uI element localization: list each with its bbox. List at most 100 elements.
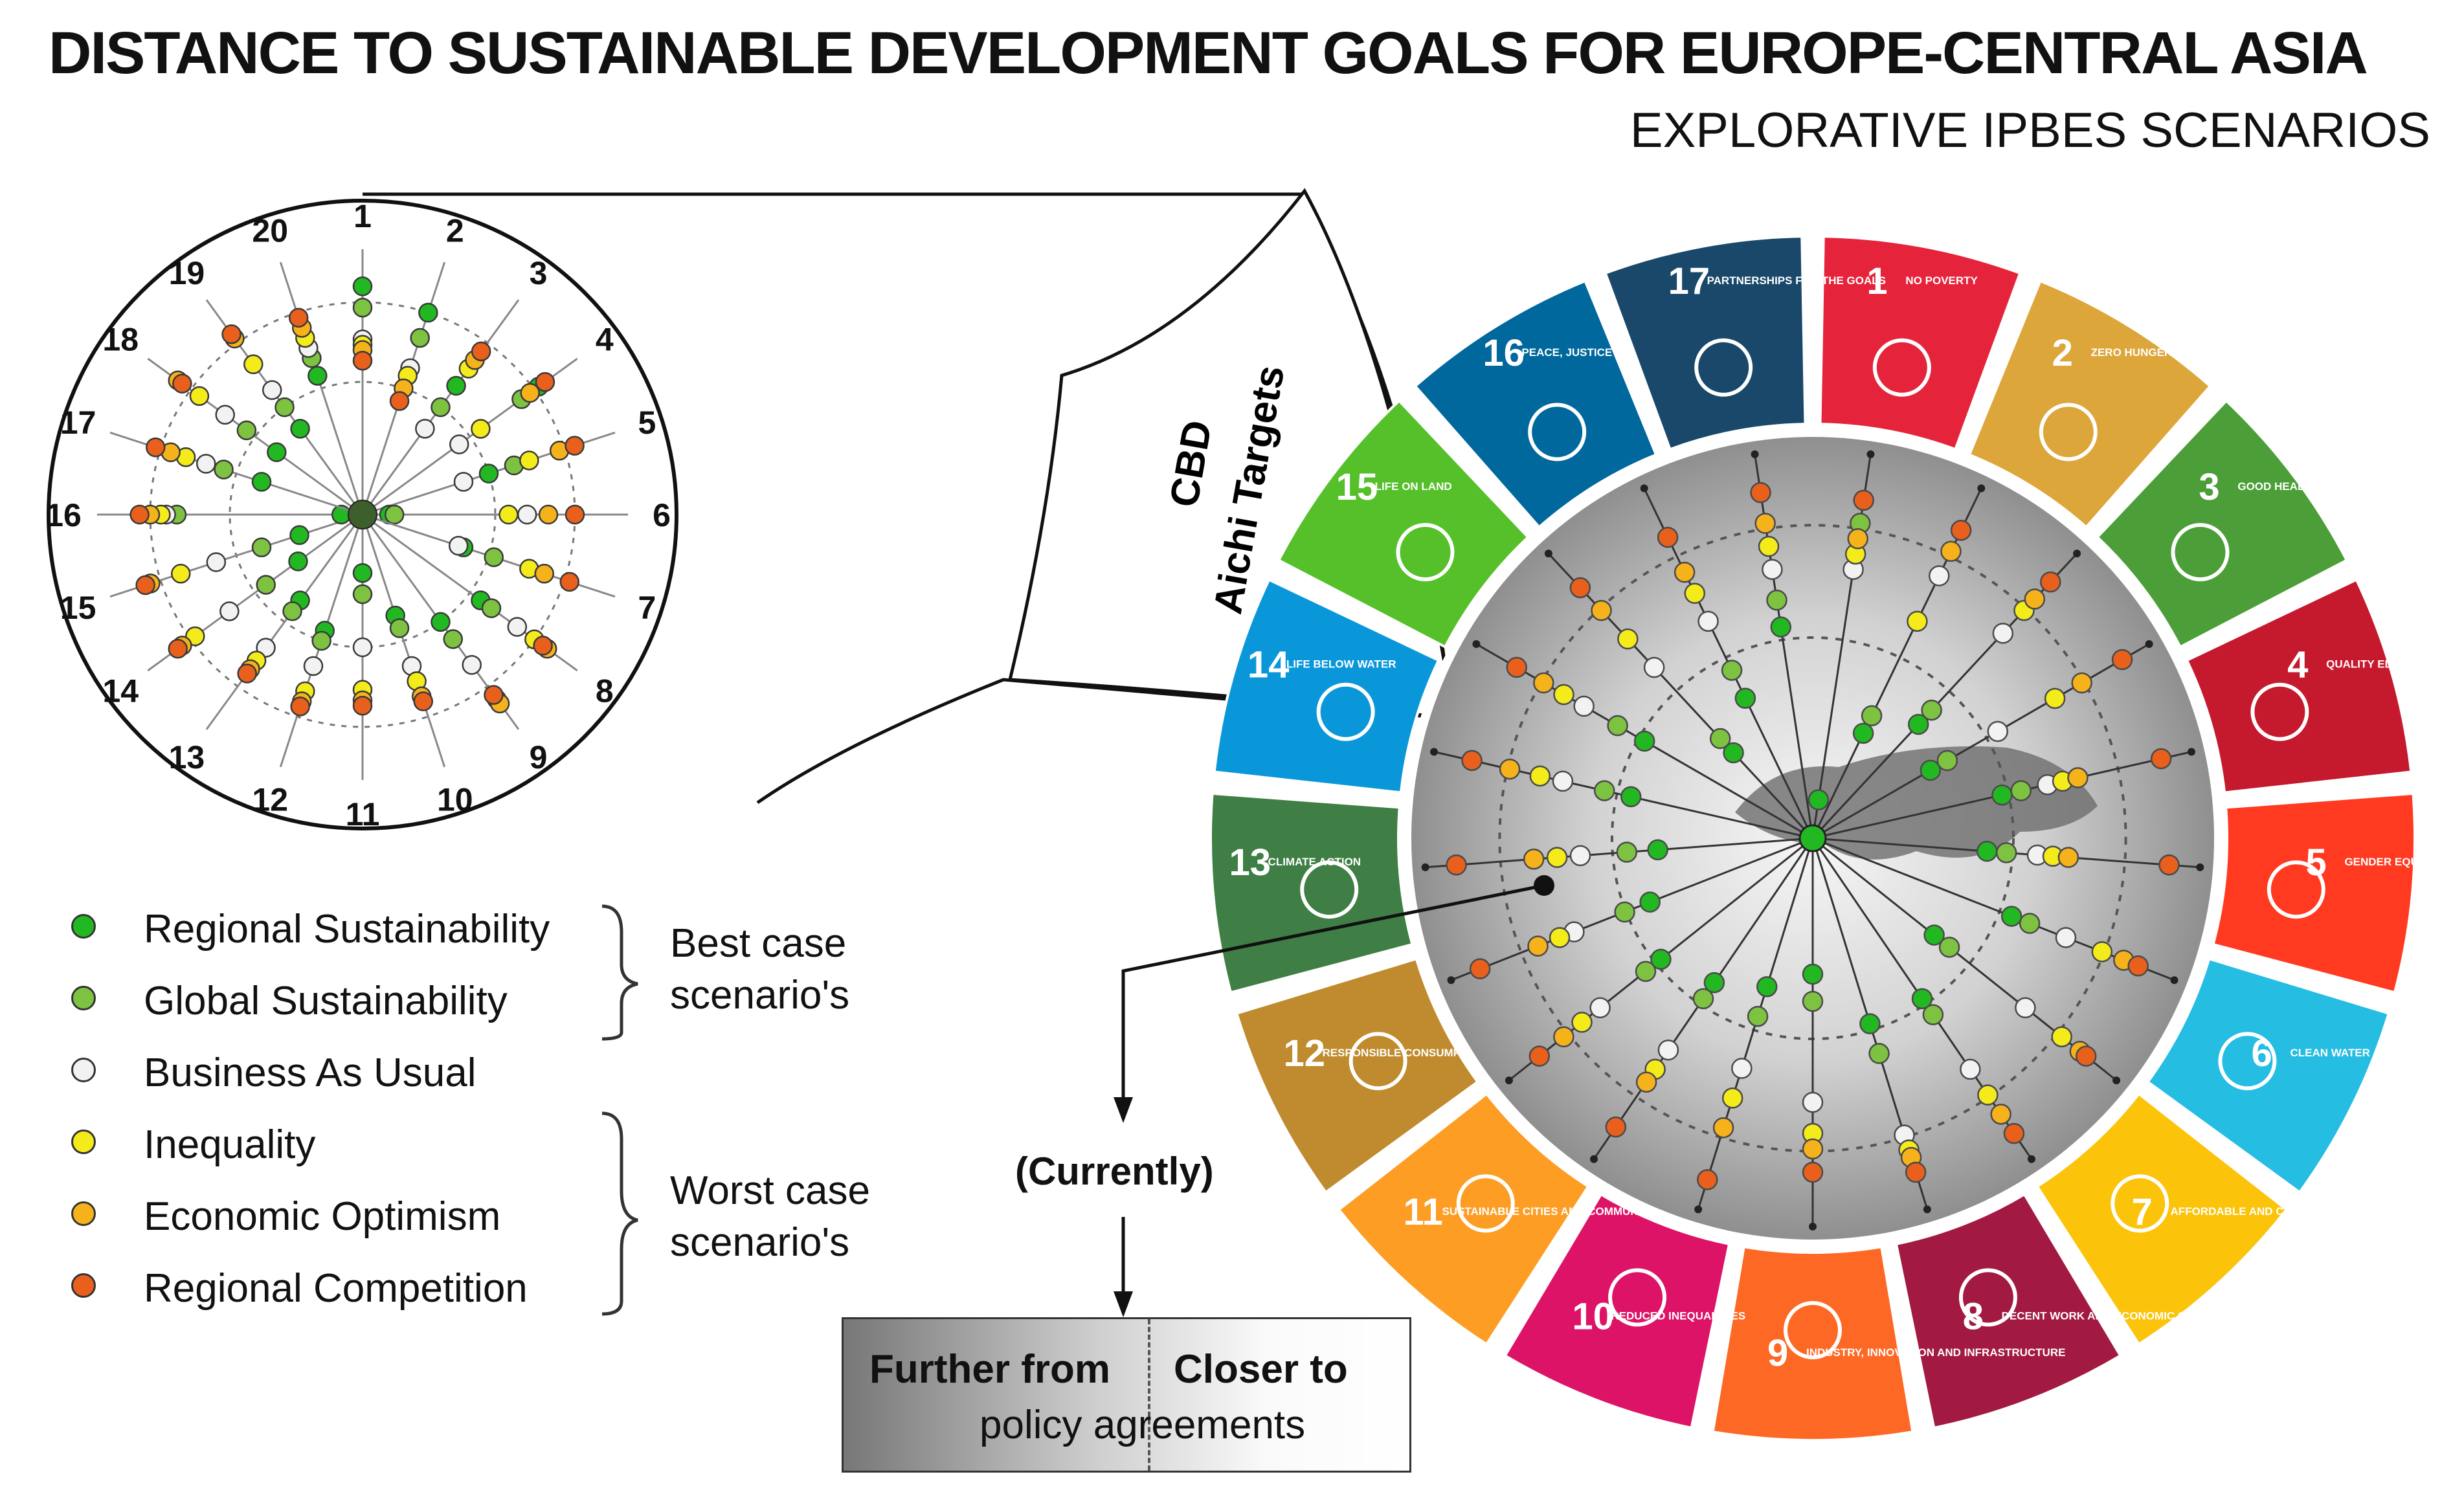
aichi-scenario-dot [290, 696, 310, 717]
sdg-spoke-end [1421, 863, 1429, 871]
sdg-scenario-dot [1940, 540, 1962, 562]
aichi-spoke [279, 262, 364, 515]
sdg-number: 4 [2287, 643, 2308, 685]
sdg-scenario-dot [1859, 1013, 1881, 1034]
cubes-icon [1784, 1301, 1842, 1359]
aichi-scenario-dot [352, 350, 373, 371]
sdg-tile-background [1277, 399, 1530, 649]
legend-swatch [71, 914, 96, 939]
sdg-ring [1498, 524, 2127, 1153]
aichi-scenario-dot [251, 537, 272, 557]
sdg-tile-background [2212, 792, 2416, 994]
sdg-tile-background [1967, 279, 2212, 529]
aichi-scenario-dot [415, 419, 435, 439]
sdg-scenario-dot [1960, 1058, 1981, 1080]
sdg-spoke-end [1977, 484, 1986, 493]
sdg-scenario-dot [1936, 750, 1958, 772]
sdg-wheel: 1 NO POVERTY 2 ZERO HUNGER 3 GOOD HEALTH AND … [1209, 235, 2464, 1442]
sdg-scenario-dot [1620, 786, 1642, 808]
equal-icon [1608, 1268, 1667, 1327]
sdg-scenario-dot [1750, 482, 1771, 504]
sdg-tile-background [1213, 577, 1440, 794]
aichi-target-number: 9 [530, 739, 548, 775]
sdg-scenario-dot [1995, 842, 2017, 863]
sdg-tile-8: 8 DECENT WORK AND ECONOMIC GROWTH [1894, 1192, 2228, 1430]
gender-icon [2267, 860, 2325, 919]
aichi-scenario-dot [534, 563, 555, 584]
aichi-scenario-dot [311, 630, 331, 651]
sdg-scenario-dot [1589, 997, 1611, 1019]
page-subtitle: EXPLORATIVE IPBES SCENARIOS [1630, 103, 2430, 158]
sdg-spoke-end [1472, 640, 1481, 648]
city-icon [1456, 1174, 1515, 1233]
sdg-scenario-dot [1762, 559, 1783, 580]
sdg-scenario-dot [1529, 765, 1551, 787]
aichi-scenario-dot [565, 504, 585, 525]
sdg-scenario-dot [1549, 927, 1571, 948]
aichi-scenario-dot [289, 525, 309, 545]
sdg-scenario-dot [1605, 1116, 1627, 1138]
sdg-tile-background [1604, 235, 1807, 451]
sdg-scenario-dot [1697, 610, 1719, 632]
sdg-tile-background [2095, 399, 2349, 649]
worst-case-brace [601, 1111, 638, 1316]
sdg-scenario-dot [1991, 784, 2013, 806]
sdg-scenario-dot [2044, 687, 2066, 709]
sdg-scenario-dot [1650, 948, 1672, 970]
sdg-scenario-dot [1469, 958, 1491, 979]
sdg-scenario-dot [1723, 742, 1744, 764]
sdg-scenario-dot [1747, 1005, 1769, 1027]
sdg-label: AFFORDABLE AND CLEAN ENERGY [2171, 1205, 2364, 1218]
sdg-scenario-dot [1703, 972, 1725, 994]
sdg-label: GENDER EQUALITY [2344, 856, 2450, 868]
sdg-scenario-dot [2010, 780, 2032, 801]
sdg-label: LIFE BELOW WATER [1286, 658, 1396, 670]
sdg-scenario-dot [1573, 695, 1595, 717]
sdg-scenario-dot [1591, 599, 1612, 621]
sdg-scenario-dot [1911, 988, 1933, 1010]
sdg-label: PARTNERSHIPS FOR THE GOALS [1707, 274, 1886, 287]
sdg-label: ZERO HUNGER [2091, 346, 2173, 359]
sdg-scenario-dot [2150, 748, 2172, 770]
sdg-scenario-dot [1976, 840, 1998, 862]
sdg-scenario-dot [1802, 963, 1824, 985]
legend-label: Global Sustainability [144, 979, 508, 1023]
aichi-scenario-dot [462, 654, 482, 675]
currently-label: (Currently) [1015, 1150, 1214, 1193]
sdg-scenario-dot [1697, 1169, 1718, 1190]
sdg-scenario-dot [1614, 901, 1635, 923]
aichi-scenario-dot [256, 575, 276, 595]
sdg-spoke-end [1694, 1205, 1703, 1214]
scale-closer-label: Closer to [1174, 1347, 1348, 1392]
sun-icon [2111, 1174, 2169, 1233]
eye-globe-icon [1300, 860, 1359, 919]
sdg-scenario-dot [2040, 571, 2061, 593]
sdg-scenario-dot [1546, 847, 1568, 868]
aichi-scenario-dot [129, 504, 150, 525]
legend-label: Business As Usual [144, 1051, 476, 1095]
water-icon [2218, 1032, 2277, 1091]
sdg-scenario-dot [2067, 767, 2089, 788]
sdg-scenario-dot [1770, 616, 1792, 638]
aichi-scenario-dot [352, 584, 373, 605]
sdg-scenario-dot [1766, 589, 1787, 611]
sdg-tile-4: 4 QUALITY EDUCATION [2185, 577, 2442, 794]
sdg-scenario-dot [1639, 891, 1661, 913]
sdg-scenario-dot [1635, 961, 1657, 983]
sdg-number: 9 [1767, 1332, 1788, 1374]
sdg-scenario-dot [1852, 722, 1874, 744]
sdg-scenario-dot [2127, 955, 2149, 977]
aichi-scenario-dot [146, 437, 166, 458]
aichi-scenario-dot [448, 535, 469, 556]
sdg-scenario-dot [1523, 849, 1545, 870]
aichi-target-number: 19 [169, 255, 205, 291]
sdg-number: 15 [1336, 466, 1378, 508]
sdg-label: REDUCED INEQUALITIES [1611, 1310, 1745, 1322]
aichi-scenario-dot [308, 366, 328, 386]
sdg-scenario-dot [1643, 656, 1665, 678]
aichi-target-number: 13 [169, 739, 205, 775]
sdg-scenario-dot [1758, 535, 1780, 557]
aichi-scenario-dot [352, 637, 373, 658]
sdg-scenario-dot [1907, 610, 1928, 632]
